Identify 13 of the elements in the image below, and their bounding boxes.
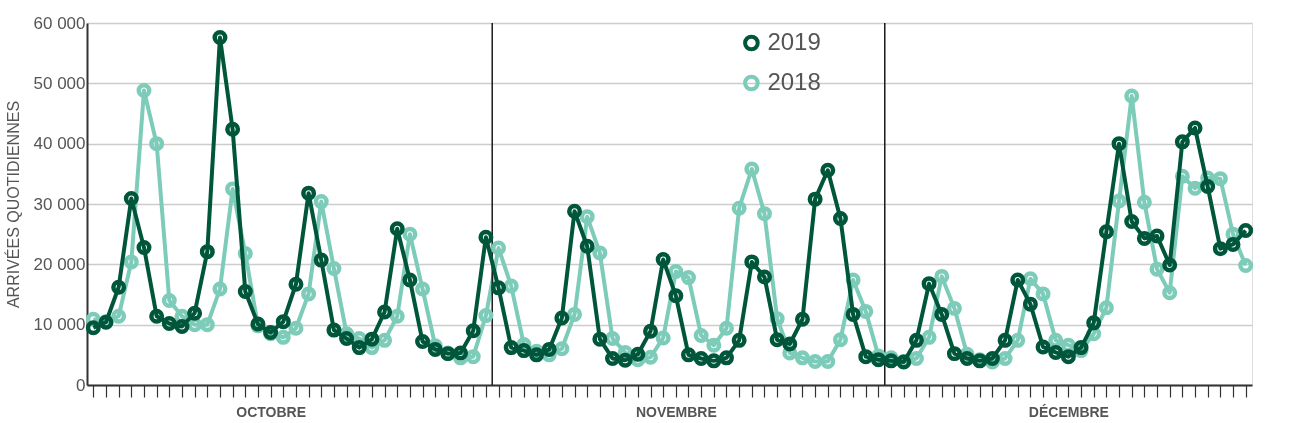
x-tick-label: DÉCEMBRE xyxy=(1028,403,1109,420)
y-axis-title: ARRIVÉES QUOTIDIENNES xyxy=(3,100,22,309)
y-tick-label: 20 000 xyxy=(33,254,86,274)
y-tick-label: 30 000 xyxy=(33,194,86,214)
y-tick-label: 50 000 xyxy=(33,73,86,93)
y-tick-label: 40 000 xyxy=(33,134,86,154)
y-tick-label: 10 000 xyxy=(33,315,86,335)
x-tick-label: NOVEMBRE xyxy=(635,403,717,420)
x-tick-label: OCTOBRE xyxy=(236,403,306,420)
legend-label: 2019 xyxy=(767,28,821,55)
y-tick-label: 0 xyxy=(76,375,86,395)
y-tick-label: 60 000 xyxy=(33,13,86,33)
legend-label: 2018 xyxy=(767,68,821,95)
